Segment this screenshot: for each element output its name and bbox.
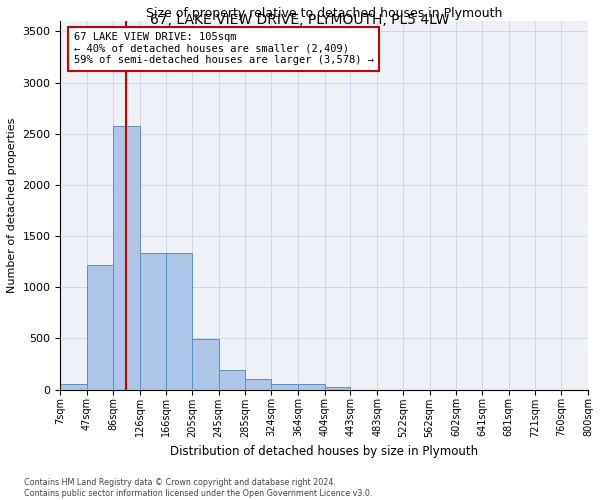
Bar (166, 254, 192, 390)
Title: Size of property relative to detached houses in Plymouth: Size of property relative to detached ho… (146, 7, 502, 20)
Bar (192, 340, 219, 390)
Bar (245, 380, 271, 390)
Bar (140, 254, 166, 390)
Bar (271, 384, 298, 390)
Bar (61, 384, 87, 390)
Bar (298, 384, 325, 390)
Text: Contains HM Land Registry data © Crown copyright and database right 2024.
Contai: Contains HM Land Registry data © Crown c… (24, 478, 373, 498)
Text: 67, LAKE VIEW DRIVE, PLYMOUTH, PL5 4LW: 67, LAKE VIEW DRIVE, PLYMOUTH, PL5 4LW (151, 12, 449, 26)
Bar (219, 370, 245, 390)
Bar (87, 264, 113, 390)
X-axis label: Distribution of detached houses by size in Plymouth: Distribution of detached houses by size … (170, 445, 478, 458)
Bar (325, 386, 350, 390)
Y-axis label: Number of detached properties: Number of detached properties (7, 118, 17, 293)
Text: 67 LAKE VIEW DRIVE: 105sqm
← 40% of detached houses are smaller (2,409)
59% of s: 67 LAKE VIEW DRIVE: 105sqm ← 40% of deta… (74, 32, 374, 66)
Bar (113, 126, 140, 390)
